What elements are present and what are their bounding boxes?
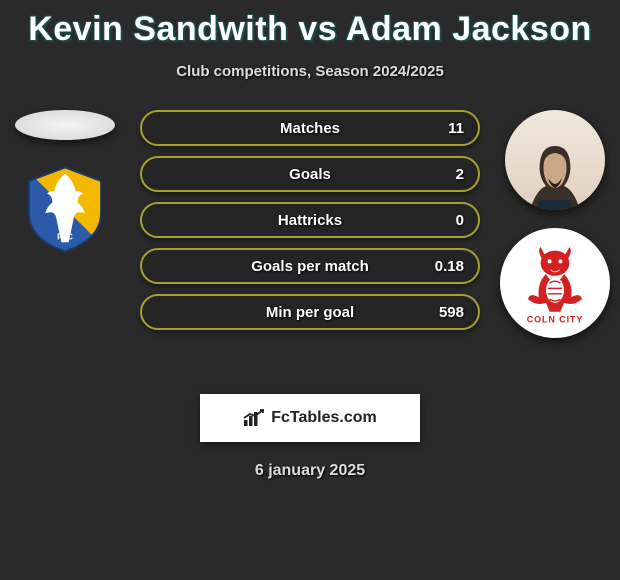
stat-row: Goals 2 <box>140 156 480 192</box>
stat-row: Goals per match 0.18 <box>140 248 480 284</box>
stat-value-right: 0 <box>456 212 464 229</box>
stat-row: Matches 11 <box>140 110 480 146</box>
stat-label: Min per goal <box>266 304 354 321</box>
svg-text:FTC: FTC <box>57 233 73 242</box>
attribution-text: FcTables.com <box>271 409 377 427</box>
club-crest-left: M FTC <box>15 158 115 258</box>
crest-right-text: COLN CITY <box>527 315 584 325</box>
stat-label: Goals per match <box>251 258 369 275</box>
stat-bars: Matches 11 Goals 2 Hattricks 0 Goals per match… <box>140 110 480 340</box>
svg-text:M: M <box>58 210 73 230</box>
stat-value-right: 11 <box>448 120 464 137</box>
stat-value-right: 0.18 <box>435 258 464 275</box>
left-player-column: M FTC <box>10 110 120 258</box>
stat-row: Hattricks 0 <box>140 202 480 238</box>
stat-label: Hattricks <box>278 212 342 229</box>
stat-label: Matches <box>280 120 340 137</box>
chart-icon <box>243 409 265 427</box>
subtitle: Club competitions, Season 2024/2025 <box>0 63 620 80</box>
stat-value-right: 2 <box>456 166 464 183</box>
right-player-column: COLN CITY <box>500 110 610 338</box>
date-text: 6 january 2025 <box>0 462 620 480</box>
attribution-badge: FcTables.com <box>200 394 420 442</box>
club-crest-right: COLN CITY <box>500 228 610 338</box>
page-title: Kevin Sandwith vs Adam Jackson <box>0 0 620 49</box>
stat-value-right: 598 <box>439 304 464 321</box>
stat-label: Goals <box>289 166 331 183</box>
stat-row: Min per goal 598 <box>140 294 480 330</box>
player-right-photo <box>505 110 605 210</box>
stats-area: M FTC <box>0 110 620 370</box>
player-left-placeholder <box>15 110 115 140</box>
